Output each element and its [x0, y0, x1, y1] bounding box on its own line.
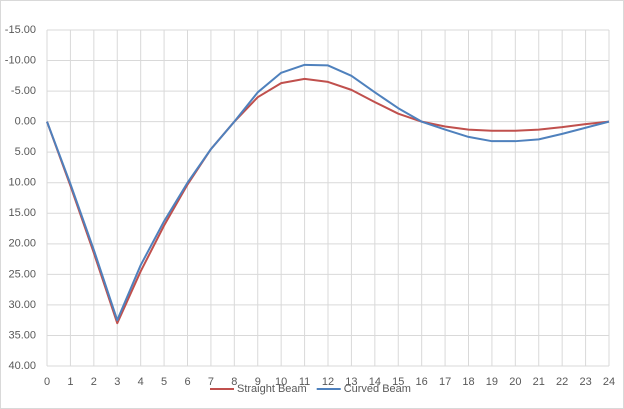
x-tick-label: 0 — [44, 376, 50, 388]
x-tick-label: 23 — [579, 376, 591, 388]
x-tick-label: 1 — [67, 376, 73, 388]
y-tick-label: 0.00 — [15, 116, 36, 128]
x-tick-label: 19 — [486, 376, 498, 388]
y-tick-label: 40.00 — [8, 360, 36, 372]
y-tick-label: 30.00 — [8, 299, 36, 311]
x-tick-label: 15 — [392, 376, 404, 388]
series-line — [46, 63, 610, 322]
x-tick-label: 20 — [509, 376, 521, 388]
y-tick-label: -10.00 — [5, 54, 36, 66]
x-tick-label: 14 — [369, 376, 381, 388]
x-tick-label: 24 — [603, 376, 615, 388]
series-line — [46, 77, 610, 325]
x-tick-label: 8 — [231, 376, 237, 388]
x-tick-label: 12 — [322, 376, 334, 388]
y-tick-label: 25.00 — [8, 268, 36, 280]
x-tick-label: 4 — [138, 376, 144, 388]
x-tick-label: 13 — [345, 376, 357, 388]
y-tick-label: 20.00 — [8, 238, 36, 250]
x-tick-label: 3 — [114, 376, 120, 388]
y-tick-label: -15.00 — [5, 24, 36, 36]
x-tick-label: 22 — [556, 376, 568, 388]
x-tick-label: 10 — [275, 376, 287, 388]
legend-label: Straight Beam — [237, 383, 307, 395]
y-tick-label: 35.00 — [8, 329, 36, 341]
x-tick-label: 16 — [416, 376, 428, 388]
x-tick-label: 7 — [208, 376, 214, 388]
x-tick-label: 18 — [462, 376, 474, 388]
y-tick-label: 5.00 — [15, 146, 36, 158]
x-tick-label: 21 — [533, 376, 545, 388]
x-tick-label: 2 — [91, 376, 97, 388]
y-tick-label: -5.00 — [11, 85, 36, 97]
y-tick-label: 10.00 — [8, 177, 36, 189]
legend-label: Curved Beam — [344, 383, 411, 395]
x-tick-label: 11 — [299, 376, 310, 388]
x-tick-label: 6 — [184, 376, 190, 388]
y-tick-label: 15.00 — [8, 207, 36, 219]
x-tick-label: 17 — [439, 376, 451, 388]
x-tick-label: 9 — [255, 376, 261, 388]
x-tick-label: 5 — [161, 376, 167, 388]
